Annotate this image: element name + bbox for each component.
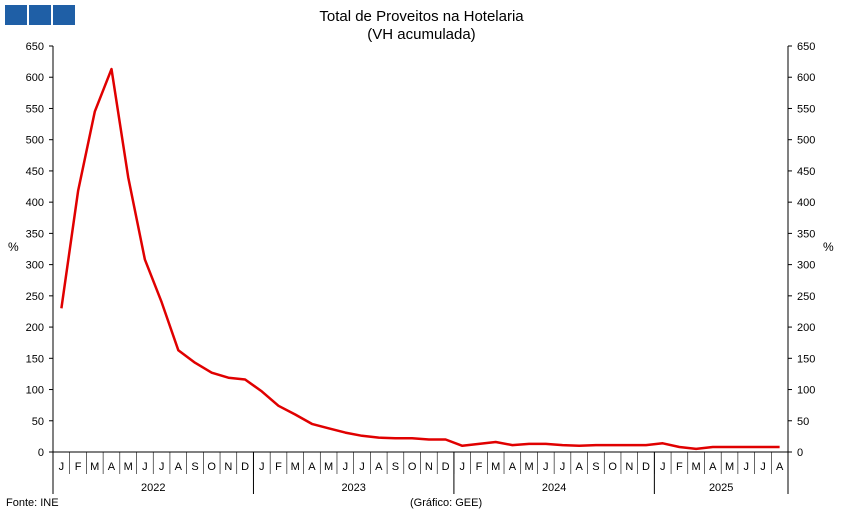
y-tick-label-right: 150: [797, 353, 815, 365]
y-tick-label-right: 500: [797, 135, 815, 147]
month-tick-label: J: [359, 461, 365, 473]
y-tick-label-left: 450: [26, 166, 44, 178]
y-tick-label-right: 400: [797, 197, 815, 209]
y-tick-label-left: 500: [26, 135, 44, 147]
y-tick-label-left: 400: [26, 197, 44, 209]
y-tick-label-left: 650: [26, 41, 44, 53]
month-tick-label: M: [491, 461, 500, 473]
y-tick-label-left: 0: [38, 447, 44, 459]
y-tick-label-right: 200: [797, 322, 815, 334]
chart-title: Total de Proveitos na Hotelaria: [319, 8, 524, 25]
month-tick-label: M: [692, 461, 701, 473]
month-tick-label: J: [343, 461, 349, 473]
month-tick-label: N: [625, 461, 633, 473]
y-tick-label-left: 200: [26, 322, 44, 334]
month-tick-label: J: [760, 461, 766, 473]
month-tick-label: S: [191, 461, 198, 473]
month-tick-label: D: [642, 461, 650, 473]
year-label: 2022: [141, 482, 165, 494]
logo-block: [53, 5, 75, 25]
y-tick-label-left: 100: [26, 385, 44, 397]
y-tick-label-right: 450: [797, 166, 815, 178]
y-tick-label-left: 150: [26, 353, 44, 365]
month-tick-label: M: [124, 461, 133, 473]
logo-block: [5, 5, 27, 25]
y-tick-label-left: 550: [26, 103, 44, 115]
month-tick-label: A: [509, 461, 517, 473]
y-tick-label-right: 350: [797, 228, 815, 240]
month-tick-label: J: [159, 461, 165, 473]
month-tick-label: M: [291, 461, 300, 473]
month-tick-label: J: [743, 461, 749, 473]
y-tick-label-left: 600: [26, 72, 44, 84]
year-label: 2023: [341, 482, 365, 494]
y-tick-label-left: 250: [26, 291, 44, 303]
y-tick-label-right: 550: [797, 103, 815, 115]
y-tick-label-left: 50: [32, 416, 44, 428]
month-tick-label: F: [676, 461, 683, 473]
y-tick-label-right: 50: [797, 416, 809, 428]
month-tick-label: J: [142, 461, 148, 473]
month-tick-label: D: [241, 461, 249, 473]
y-tick-label-right: 100: [797, 385, 815, 397]
month-tick-label: J: [259, 461, 265, 473]
y-axis-label-right: %: [823, 240, 834, 254]
year-label: 2024: [542, 482, 566, 494]
month-tick-label: M: [90, 461, 99, 473]
month-tick-label: J: [560, 461, 566, 473]
month-tick-label: N: [425, 461, 433, 473]
month-tick-label: A: [576, 461, 584, 473]
month-tick-label: A: [308, 461, 316, 473]
month-tick-label: F: [275, 461, 282, 473]
month-tick-label: S: [592, 461, 599, 473]
month-tick-label: A: [375, 461, 383, 473]
y-tick-label-right: 300: [797, 260, 815, 272]
month-tick-label: M: [524, 461, 533, 473]
chart-title-block: Total de Proveitos na Hotelaria (VH acum…: [0, 8, 843, 44]
chart-subtitle: (VH acumulada): [367, 26, 476, 43]
month-tick-label: A: [776, 461, 784, 473]
month-tick-label: A: [108, 461, 116, 473]
y-tick-label-left: 300: [26, 260, 44, 272]
month-tick-label: O: [608, 461, 617, 473]
month-tick-label: F: [75, 461, 82, 473]
month-tick-label: F: [476, 461, 483, 473]
y-tick-label-right: 0: [797, 447, 803, 459]
month-tick-label: N: [224, 461, 232, 473]
month-tick-label: J: [460, 461, 466, 473]
source-note: Fonte: INE: [6, 497, 59, 509]
month-tick-label: J: [660, 461, 666, 473]
month-tick-label: J: [59, 461, 65, 473]
month-tick-label: M: [725, 461, 734, 473]
month-tick-label: D: [442, 461, 450, 473]
brand-logo: [5, 5, 75, 25]
logo-block: [29, 5, 51, 25]
y-axis-label-left: %: [8, 240, 19, 254]
series-line: [60, 67, 780, 451]
month-tick-label: O: [408, 461, 417, 473]
y-tick-label-right: 250: [797, 291, 815, 303]
month-tick-label: S: [392, 461, 399, 473]
month-tick-label: O: [207, 461, 216, 473]
year-label: 2025: [709, 482, 733, 494]
chart-credit: (Gráfico: GEE): [410, 497, 483, 509]
month-tick-label: A: [175, 461, 183, 473]
month-tick-label: J: [543, 461, 549, 473]
y-tick-label-right: 650: [797, 41, 815, 53]
month-tick-label: A: [709, 461, 717, 473]
month-tick-label: M: [324, 461, 333, 473]
y-tick-label-left: 350: [26, 228, 44, 240]
y-tick-label-right: 600: [797, 72, 815, 84]
